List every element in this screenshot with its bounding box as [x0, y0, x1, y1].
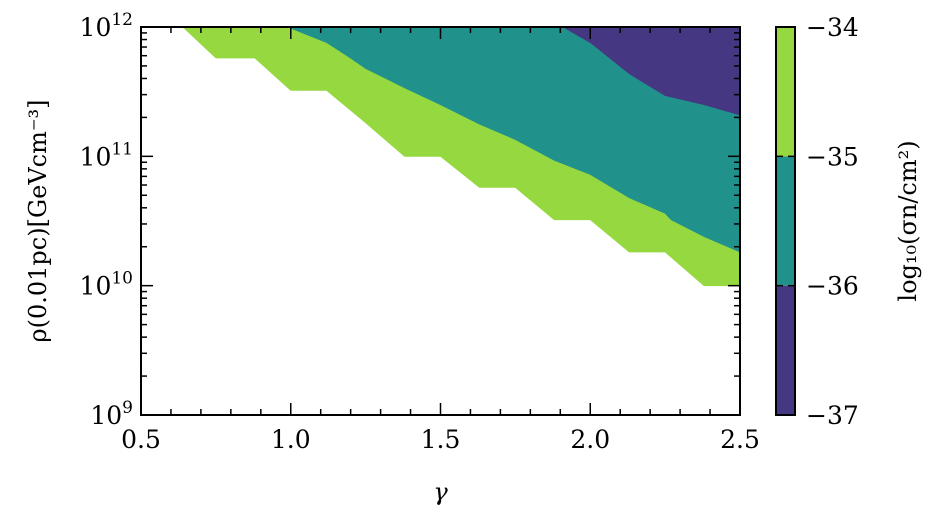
x-tick-label: 1.0 [271, 425, 311, 454]
colorbar-segment [776, 27, 795, 157]
colorbar-title: log₁₀(σn/cm²) [894, 140, 922, 301]
x-axis-title: γ [433, 478, 448, 506]
colorbar-tick-label: −34 [806, 13, 859, 42]
y-tick-label: 1010 [80, 269, 133, 301]
contour-regions [182, 27, 740, 287]
contour-region-2 [562, 27, 740, 116]
colorbar-frame [775, 26, 796, 416]
x-tick-label: 1.5 [421, 425, 461, 454]
y-tick-label: 109 [90, 398, 133, 430]
y-axis-title: ρ(0.01pc)[GeVcm⁻³] [24, 100, 52, 343]
y-tick-label: 1012 [80, 10, 133, 42]
colorbar [775, 26, 796, 416]
y-tick-labels: 109 1010 1011 1012 [80, 10, 133, 430]
x-tick-labels: 0.5 1.0 1.5 2.0 2.5 [121, 425, 760, 454]
axis-ticks [140, 26, 741, 416]
colorbar-tick-labels: −34 −35 −36 −37 [806, 13, 859, 430]
colorbar-tick-label: −37 [806, 401, 859, 430]
x-tick-label: 0.5 [121, 425, 161, 454]
y-tick-label: 1011 [80, 139, 133, 171]
colorbar-segment [776, 156, 795, 286]
colorbar-tick-label: −35 [806, 142, 859, 171]
colorbar-tick-label: −36 [806, 272, 859, 301]
x-tick-label: 2.5 [720, 425, 760, 454]
colorbar-segment [776, 285, 795, 415]
x-tick-label: 2.0 [570, 425, 610, 454]
